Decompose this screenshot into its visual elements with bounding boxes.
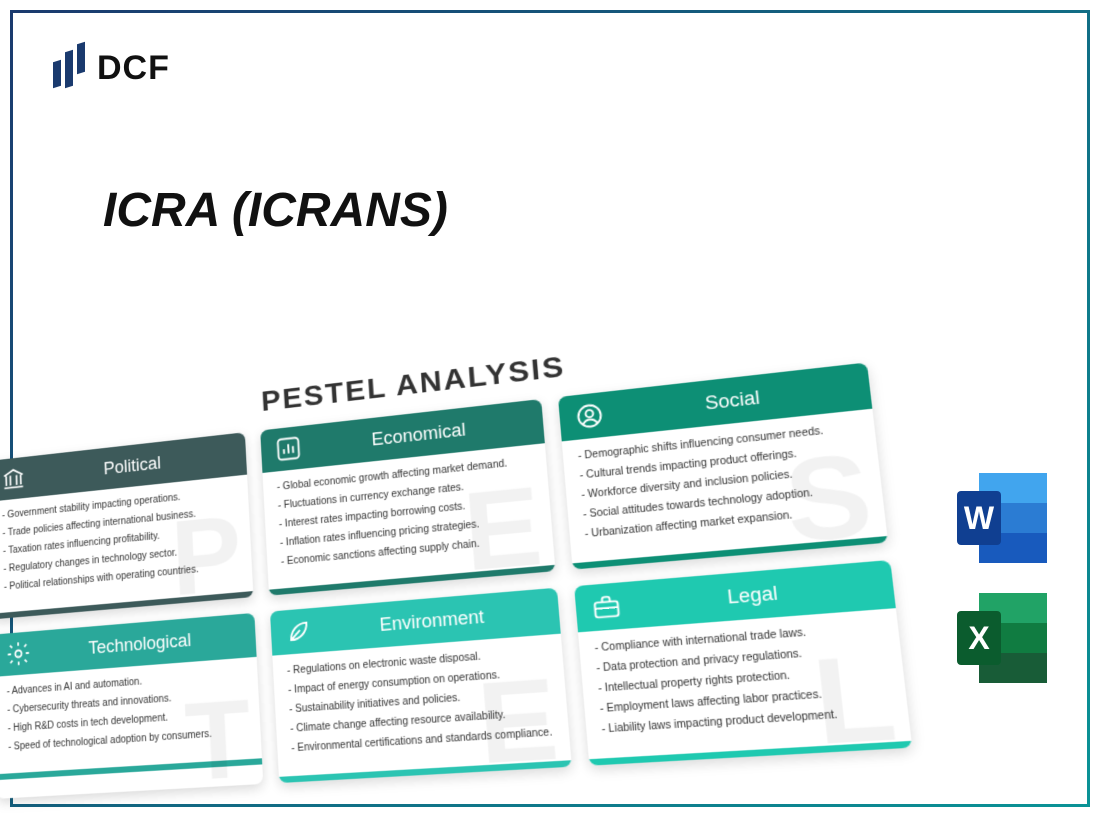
card-title: Technological [40, 625, 242, 662]
excel-letter: X [957, 611, 1001, 665]
excel-icon: X [957, 593, 1047, 683]
briefcase-icon [590, 591, 623, 623]
pestel-card-legal: LLegal- Compliance with international tr… [574, 560, 912, 766]
bar-chart-icon [274, 434, 303, 464]
landmark-icon [1, 464, 27, 493]
dcf-logo-text: DCF [97, 49, 170, 88]
outer-frame: DCF ICRA (ICRANS) W X PESTEL ANALYSIS PP… [10, 10, 1090, 807]
pestel-card-environment: EEnvironment- Regulations on electronic … [270, 588, 572, 783]
card-body: - Compliance with international trade la… [578, 608, 911, 759]
card-body: - Advances in AI and automation.- Cybers… [0, 657, 262, 774]
card-title: Environment [322, 601, 545, 640]
card-title: Legal [632, 574, 878, 616]
dcf-logo: DCF [53, 43, 170, 93]
pestel-infographic: PESTEL ANALYSIS PPolitical- Government s… [0, 311, 946, 799]
page-title: ICRA (ICRANS) [103, 183, 448, 238]
gear-icon [5, 639, 31, 668]
dcf-logo-bars-icon [53, 43, 87, 93]
file-icons-group: W X [957, 473, 1047, 683]
word-letter: W [957, 491, 1001, 545]
pestel-card-economical: EEconomical- Global economic growth affe… [260, 399, 555, 596]
word-icon: W [957, 473, 1047, 563]
pestel-card-technological: TTechnological- Advances in AI and autom… [0, 613, 263, 799]
user-circle-icon [573, 400, 605, 432]
card-body: - Regulations on electronic waste dispos… [272, 634, 571, 777]
leaf-icon [284, 616, 313, 646]
pestel-card-social: SSocial- Demographic shifts influencing … [558, 362, 888, 569]
pestel-card-political: PPolitical- Government stability impacti… [0, 432, 253, 619]
